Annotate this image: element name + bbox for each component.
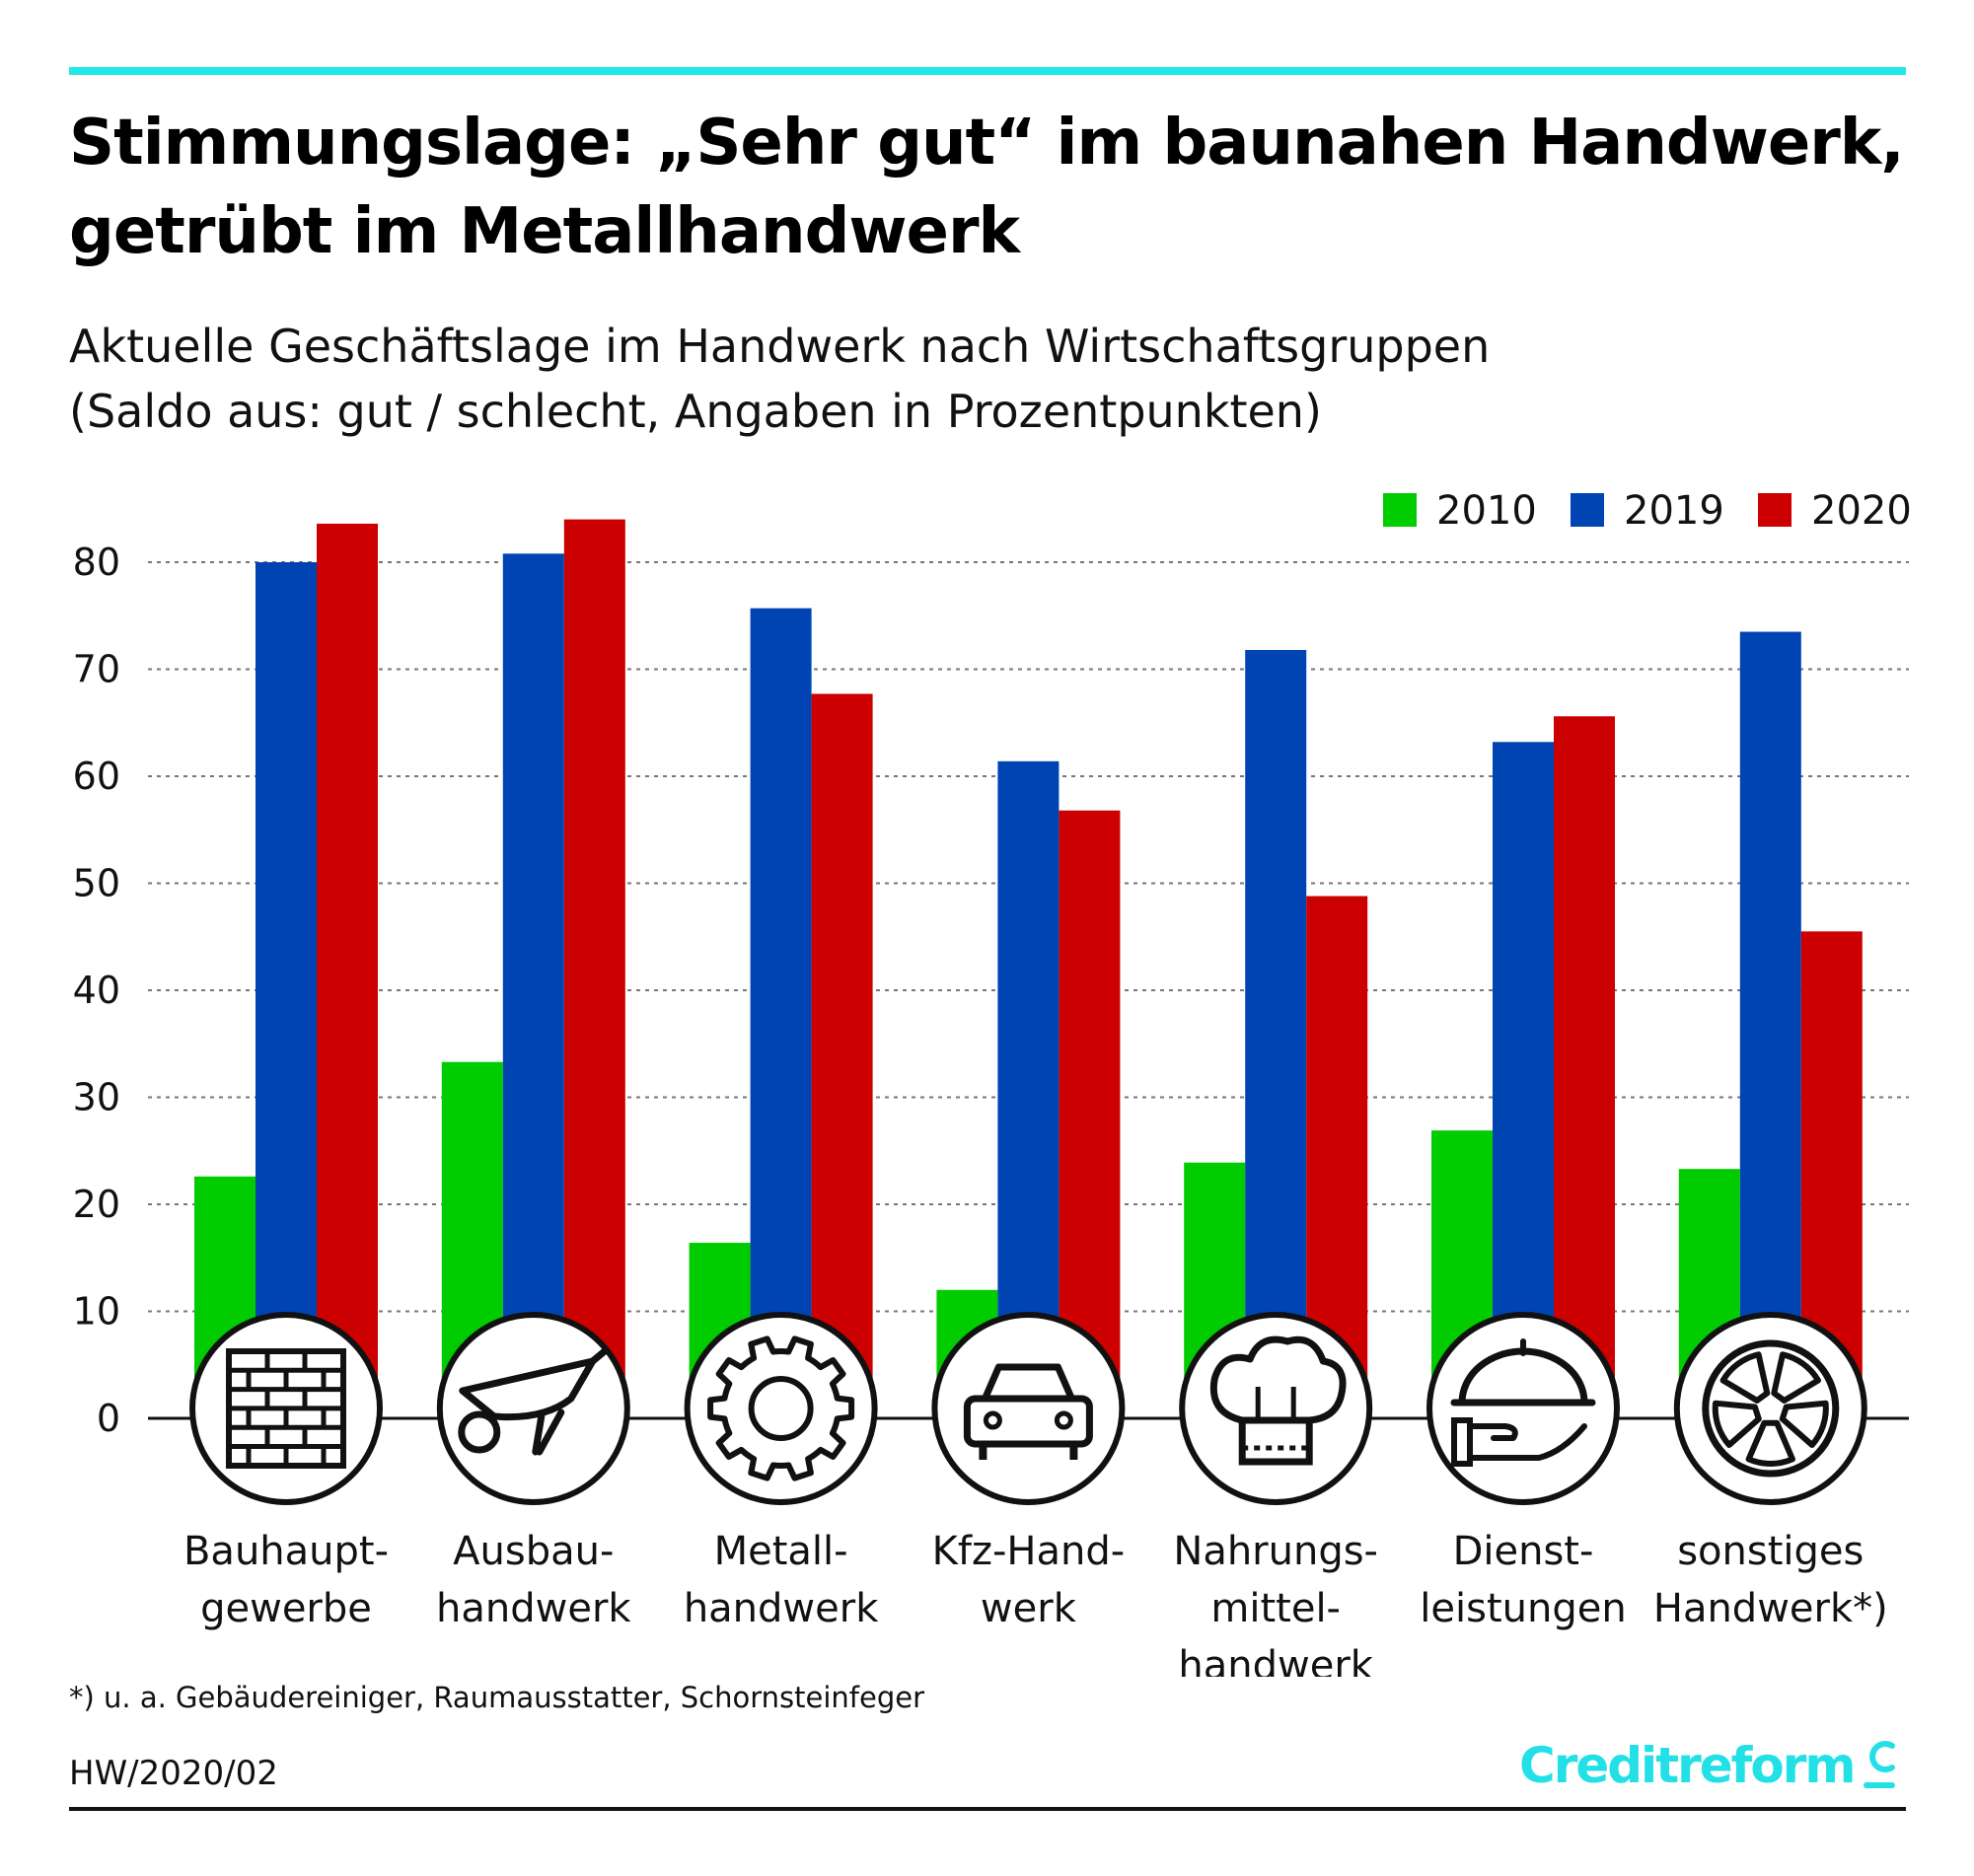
category-label: Dienst-leistungen xyxy=(1420,1529,1626,1631)
top-accent-line xyxy=(69,67,1906,75)
publication-code: HW/2020/02 xyxy=(69,1754,278,1793)
y-tick-label: 30 xyxy=(73,1076,120,1119)
chart-subtitle-line-2: (Saldo aus: gut / schlecht, Angaben in P… xyxy=(69,385,1322,438)
gear-icon xyxy=(684,1312,878,1505)
category-labels: Bauhaupt-gewerbe Ausbau-handwerk Metall-ha… xyxy=(183,1529,1888,1677)
brick-wall-icon xyxy=(189,1312,383,1505)
bar-2019 xyxy=(1739,631,1801,1418)
bar-2020 xyxy=(317,523,378,1418)
bar-2019 xyxy=(750,608,812,1418)
legend-swatch-2019 xyxy=(1571,493,1604,527)
chart-title-line-1: Stimmungslage: „Sehr gut“ im baunahen Ha… xyxy=(69,107,1905,180)
category-label: Nahrungs-mittel-handwerk xyxy=(1173,1529,1378,1677)
category-label: sonstiges Handwerk*) xyxy=(1653,1529,1888,1631)
brand-mark-icon xyxy=(1863,1741,1895,1788)
bar-2020 xyxy=(1554,716,1615,1418)
y-tick-label: 40 xyxy=(73,969,120,1012)
cloche-serving-icon xyxy=(1426,1312,1620,1505)
legend-label-2010: 2010 xyxy=(1436,488,1537,534)
y-axis-ticks: 0 10 20 30 40 50 60 70 80 xyxy=(73,541,120,1440)
legend-label-2019: 2019 xyxy=(1624,488,1724,534)
bottom-rule xyxy=(69,1807,1906,1811)
creditreform-logo: Creditreform xyxy=(1519,1736,1896,1795)
bar-2019 xyxy=(502,553,564,1418)
category-label: Ausbau-handwerk xyxy=(436,1529,631,1631)
chart-subtitle-line-1: Aktuelle Geschäftslage im Handwerk nach … xyxy=(69,320,1491,373)
chart-title-line-2: getrübt im Metallhandwerk xyxy=(69,195,1020,268)
y-tick-label: 80 xyxy=(73,541,120,584)
category-label: Metall-handwerk xyxy=(684,1529,879,1631)
wheel-icon xyxy=(1673,1312,1867,1505)
chef-hat-icon xyxy=(1179,1312,1373,1505)
bar-2019 xyxy=(1245,649,1307,1418)
category-icons xyxy=(189,1312,1867,1505)
bar-2020 xyxy=(1059,810,1121,1418)
legend-swatch-2010 xyxy=(1383,493,1417,527)
category-label: Kfz-Hand-werk xyxy=(932,1529,1126,1631)
y-tick-label: 20 xyxy=(73,1183,120,1226)
y-tick-label: 50 xyxy=(73,862,120,905)
y-tick-label: 60 xyxy=(73,755,120,798)
bar-2019 xyxy=(997,760,1060,1418)
brand-name: Creditreform xyxy=(1519,1737,1857,1794)
legend: 2010 2019 2020 xyxy=(1383,488,1912,534)
category-label: Bauhaupt-gewerbe xyxy=(183,1529,389,1631)
y-tick-label: 0 xyxy=(97,1397,120,1440)
bar-2019 xyxy=(1493,742,1554,1418)
bar-chart: 0 10 20 30 40 50 60 70 80 Bauhaupt-gewerbe Ausbau… xyxy=(73,488,1912,1677)
y-tick-label: 10 xyxy=(73,1290,120,1334)
legend-swatch-2020 xyxy=(1758,493,1791,527)
bar-2019 xyxy=(256,562,317,1418)
legend-label-2020: 2020 xyxy=(1811,488,1912,534)
bars xyxy=(194,519,1863,1418)
bar-2020 xyxy=(563,519,625,1418)
footnote: *) u. a. Gebäudereiniger, Raumausstatter… xyxy=(69,1681,925,1714)
wheelbarrow-icon xyxy=(436,1312,630,1505)
car-icon xyxy=(931,1312,1126,1505)
chart-subtitle: Aktuelle Geschäftslage im Handwerk nach … xyxy=(69,314,1924,444)
bar-2020 xyxy=(811,693,873,1418)
chart-title: Stimmungslage: „Sehr gut“ im baunahen Ha… xyxy=(69,99,1924,276)
y-tick-label: 70 xyxy=(73,648,120,691)
